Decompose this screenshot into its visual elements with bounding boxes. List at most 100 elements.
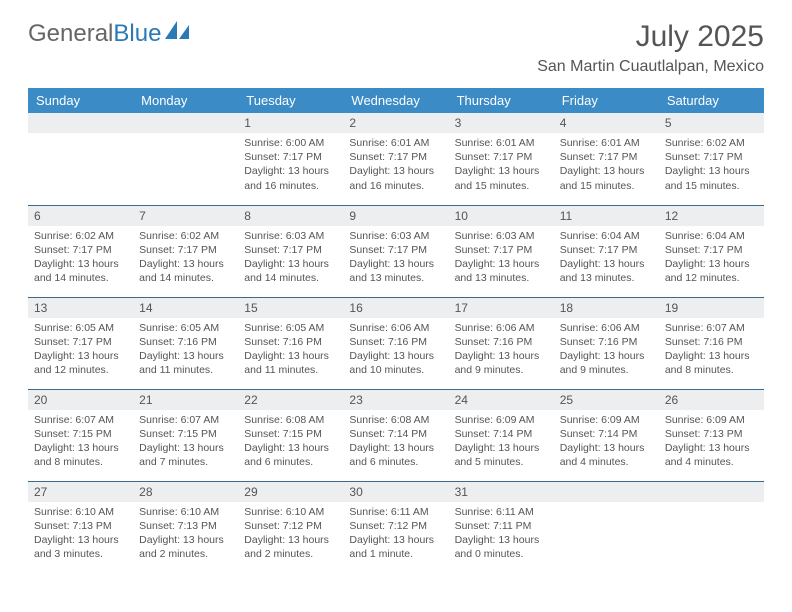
day-number: 14 xyxy=(133,298,238,318)
day-line: and 13 minutes. xyxy=(455,271,548,285)
day-line: Sunset: 7:17 PM xyxy=(665,150,758,164)
calendar-cell: 19Sunrise: 6:07 AMSunset: 7:16 PMDayligh… xyxy=(659,297,764,389)
day-line: Sunset: 7:15 PM xyxy=(34,427,127,441)
day-line: Sunset: 7:13 PM xyxy=(139,519,232,533)
day-line: and 7 minutes. xyxy=(139,455,232,469)
day-line: Sunrise: 6:09 AM xyxy=(665,413,758,427)
day-content: Sunrise: 6:06 AMSunset: 7:16 PMDaylight:… xyxy=(554,318,659,381)
calendar-cell: 15Sunrise: 6:05 AMSunset: 7:16 PMDayligh… xyxy=(238,297,343,389)
day-line: Sunset: 7:14 PM xyxy=(349,427,442,441)
day-number: 7 xyxy=(133,206,238,226)
day-line: Sunset: 7:17 PM xyxy=(560,150,653,164)
day-line: Daylight: 13 hours xyxy=(34,349,127,363)
day-number xyxy=(554,482,659,502)
calendar-week: 13Sunrise: 6:05 AMSunset: 7:17 PMDayligh… xyxy=(28,297,764,389)
calendar-cell: 21 Sunrise: 6:07 AMSunset: 7:15 PMDayligh… xyxy=(133,389,238,481)
calendar-cell: 2Sunrise: 6:01 AMSunset: 7:17 PMDaylight… xyxy=(343,113,448,205)
calendar-cell xyxy=(554,481,659,573)
calendar-head: SundayMondayTuesdayWednesdayThursdayFrid… xyxy=(28,88,764,113)
day-line: Daylight: 13 hours xyxy=(349,441,442,455)
day-line: Sunset: 7:12 PM xyxy=(244,519,337,533)
day-line: Daylight: 13 hours xyxy=(34,257,127,271)
calendar-cell: 26Sunrise: 6:09 AMSunset: 7:13 PMDayligh… xyxy=(659,389,764,481)
day-line: Sunrise: 6:05 AM xyxy=(34,321,127,335)
calendar-cell: 28Sunrise: 6:10 AMSunset: 7:13 PMDayligh… xyxy=(133,481,238,573)
calendar-cell: 16Sunrise: 6:06 AMSunset: 7:16 PMDayligh… xyxy=(343,297,448,389)
day-line: Sunset: 7:15 PM xyxy=(139,427,232,441)
day-line: Sunset: 7:17 PM xyxy=(349,243,442,257)
day-number: 12 xyxy=(659,206,764,226)
calendar-cell xyxy=(28,113,133,205)
calendar-cell: 12Sunrise: 6:04 AMSunset: 7:17 PMDayligh… xyxy=(659,205,764,297)
day-line: Daylight: 13 hours xyxy=(560,164,653,178)
day-number: 23 xyxy=(343,390,448,410)
day-line: Daylight: 13 hours xyxy=(139,533,232,547)
dayname-header: Sunday xyxy=(28,88,133,113)
day-line: Daylight: 13 hours xyxy=(455,349,548,363)
calendar-body: 1Sunrise: 6:00 AMSunset: 7:17 PMDaylight… xyxy=(28,113,764,573)
day-line: Daylight: 13 hours xyxy=(34,533,127,547)
day-number: 11 xyxy=(554,206,659,226)
day-line: and 14 minutes. xyxy=(34,271,127,285)
dayname-header: Wednesday xyxy=(343,88,448,113)
day-line: Sunrise: 6:01 AM xyxy=(560,136,653,150)
day-line: Sunset: 7:16 PM xyxy=(139,335,232,349)
month-title: July 2025 xyxy=(537,20,764,54)
calendar-cell: 24Sunrise: 6:09 AMSunset: 7:14 PMDayligh… xyxy=(449,389,554,481)
dayname-header: Thursday xyxy=(449,88,554,113)
day-number: 22 xyxy=(238,390,343,410)
day-line: and 2 minutes. xyxy=(244,547,337,561)
day-number: 29 xyxy=(238,482,343,502)
day-content: Sunrise: 6:06 AMSunset: 7:16 PMDaylight:… xyxy=(343,318,448,381)
day-number: 26 xyxy=(659,390,764,410)
day-line: Sunrise: 6:03 AM xyxy=(455,229,548,243)
day-number: 28 xyxy=(133,482,238,502)
day-line: and 15 minutes. xyxy=(665,179,758,193)
day-line: Sunset: 7:17 PM xyxy=(244,243,337,257)
day-line: Daylight: 13 hours xyxy=(244,349,337,363)
day-line: and 2 minutes. xyxy=(139,547,232,561)
calendar-cell: 3Sunrise: 6:01 AMSunset: 7:17 PMDaylight… xyxy=(449,113,554,205)
day-line: Sunrise: 6:08 AM xyxy=(244,413,337,427)
day-line: Sunrise: 6:04 AM xyxy=(560,229,653,243)
day-line: Daylight: 13 hours xyxy=(139,349,232,363)
day-number: 2 xyxy=(343,113,448,133)
day-line: Daylight: 13 hours xyxy=(455,441,548,455)
day-content: Sunrise: 6:09 AMSunset: 7:13 PMDaylight:… xyxy=(659,410,764,473)
day-content: Sunrise: 6:10 AMSunset: 7:13 PMDaylight:… xyxy=(133,502,238,565)
day-line: Sunset: 7:16 PM xyxy=(665,335,758,349)
day-line: Sunset: 7:15 PM xyxy=(244,427,337,441)
day-line: Sunrise: 6:06 AM xyxy=(560,321,653,335)
day-number: 31 xyxy=(449,482,554,502)
day-line: Sunrise: 6:05 AM xyxy=(244,321,337,335)
day-content: Sunrise: 6:02 AMSunset: 7:17 PMDaylight:… xyxy=(659,133,764,196)
dayname-header: Monday xyxy=(133,88,238,113)
day-line: Daylight: 13 hours xyxy=(665,349,758,363)
day-line: Daylight: 13 hours xyxy=(455,533,548,547)
day-line: and 10 minutes. xyxy=(349,363,442,377)
day-line: Sunrise: 6:06 AM xyxy=(349,321,442,335)
day-line: Sunrise: 6:03 AM xyxy=(244,229,337,243)
calendar-cell: 6Sunrise: 6:02 AMSunset: 7:17 PMDaylight… xyxy=(28,205,133,297)
calendar-cell: 14Sunrise: 6:05 AMSunset: 7:16 PMDayligh… xyxy=(133,297,238,389)
calendar-week: 20Sunrise: 6:07 AMSunset: 7:15 PMDayligh… xyxy=(28,389,764,481)
day-number: 21 xyxy=(133,390,238,410)
day-line: Sunrise: 6:10 AM xyxy=(139,505,232,519)
day-line: Sunset: 7:17 PM xyxy=(349,150,442,164)
calendar-cell: 31Sunrise: 6:11 AMSunset: 7:11 PMDayligh… xyxy=(449,481,554,573)
day-line: Sunrise: 6:07 AM xyxy=(139,413,232,427)
day-content: Sunrise: 6:01 AMSunset: 7:17 PMDaylight:… xyxy=(343,133,448,196)
logo: GeneralBlue xyxy=(28,20,191,48)
title-block: July 2025 San Martin Cuautlalpan, Mexico xyxy=(537,20,764,76)
day-line: Daylight: 13 hours xyxy=(665,441,758,455)
calendar-week: 6Sunrise: 6:02 AMSunset: 7:17 PMDaylight… xyxy=(28,205,764,297)
day-line: and 8 minutes. xyxy=(665,363,758,377)
day-line: Daylight: 13 hours xyxy=(349,164,442,178)
day-line: Daylight: 13 hours xyxy=(455,257,548,271)
day-line: Sunset: 7:16 PM xyxy=(349,335,442,349)
calendar-cell: 1Sunrise: 6:00 AMSunset: 7:17 PMDaylight… xyxy=(238,113,343,205)
day-line: Daylight: 13 hours xyxy=(139,441,232,455)
day-line: Sunrise: 6:07 AM xyxy=(665,321,758,335)
calendar-cell: 22Sunrise: 6:08 AMSunset: 7:15 PMDayligh… xyxy=(238,389,343,481)
day-line: Sunset: 7:16 PM xyxy=(244,335,337,349)
